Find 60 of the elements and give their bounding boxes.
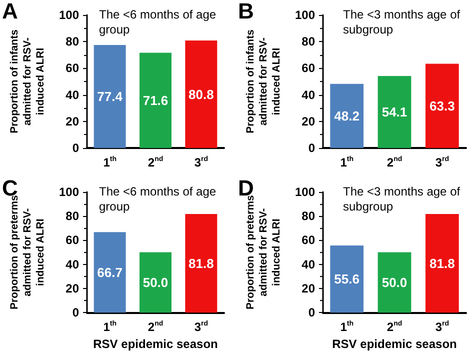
y-tick-label: 60 bbox=[66, 61, 80, 76]
bar bbox=[330, 84, 364, 148]
y-axis-title: Proportion of infants admitted for RSV-induced ALRI bbox=[244, 29, 282, 134]
y-tick-label: 40 bbox=[66, 88, 80, 102]
y-tick-label: 100 bbox=[58, 8, 80, 22]
y-tick-label: 60 bbox=[302, 233, 316, 248]
y-tick-label: 80 bbox=[302, 34, 316, 49]
chart-title: The <6 months of age group bbox=[99, 8, 216, 36]
data-label: 81.8 bbox=[188, 256, 214, 271]
data-label: 63.3 bbox=[430, 98, 455, 114]
data-label: 55.6 bbox=[334, 272, 360, 287]
data-label: 71.6 bbox=[142, 92, 168, 108]
x-axis-title: RSV epidemic season bbox=[332, 337, 457, 351]
y-tick-label: 20 bbox=[66, 114, 80, 128]
y-axis-title: Proportion of preterms admitted for RSV-induced ALRI bbox=[8, 194, 46, 310]
bar bbox=[140, 52, 172, 148]
y-tick-label: 100 bbox=[294, 185, 316, 199]
chart-title: The <6 months of age group bbox=[99, 184, 216, 214]
y-tick-label: 80 bbox=[66, 34, 80, 49]
bar bbox=[94, 232, 126, 313]
y-tick-label: 0 bbox=[72, 306, 80, 320]
data-label: 50.0 bbox=[382, 274, 408, 290]
y-axis-title: Proportion of preterms admitted for RSV-induced ALRI bbox=[244, 194, 282, 310]
y-tick-label: 0 bbox=[308, 141, 316, 155]
text: B bbox=[238, 0, 254, 24]
y-tick-label: 40 bbox=[302, 257, 316, 272]
bar bbox=[330, 246, 364, 313]
y-tick-label: 20 bbox=[302, 114, 316, 128]
bar bbox=[425, 64, 459, 148]
y-tick-label: 60 bbox=[66, 233, 80, 248]
data-label: 77.4 bbox=[97, 89, 124, 104]
data-label: 66.7 bbox=[97, 264, 122, 280]
bar bbox=[185, 40, 218, 148]
data-label: 80.8 bbox=[188, 86, 214, 102]
text: A bbox=[2, 0, 18, 24]
y-tick-label: 40 bbox=[66, 257, 80, 272]
y-tick-label: 100 bbox=[58, 185, 80, 199]
y-axis-title: Proportion of infants admitted for RSV-induced ALRI bbox=[8, 29, 46, 134]
y-tick-label: 80 bbox=[66, 209, 80, 224]
chart-title: The <3 months age of subgroup bbox=[343, 184, 461, 214]
bar bbox=[185, 214, 218, 313]
y-tick-label: 0 bbox=[308, 306, 316, 320]
y-tick-label: 20 bbox=[302, 281, 316, 296]
data-label: 54.1 bbox=[382, 104, 408, 120]
bar bbox=[140, 252, 172, 313]
bar bbox=[425, 214, 459, 313]
bar bbox=[378, 76, 412, 148]
data-label: 81.8 bbox=[430, 256, 455, 271]
y-tick-label: 0 bbox=[72, 141, 80, 155]
y-tick-label: 40 bbox=[302, 88, 316, 102]
y-tick-label: 80 bbox=[302, 209, 316, 224]
chart-title: The <3 months age of subgroup bbox=[343, 8, 461, 36]
bar bbox=[94, 45, 126, 148]
y-tick-label: 20 bbox=[66, 281, 80, 296]
data-label: 50.0 bbox=[142, 274, 168, 290]
data-label: 48.2 bbox=[334, 108, 360, 124]
y-tick-label: 100 bbox=[294, 8, 316, 22]
y-tick-label: 60 bbox=[302, 61, 316, 76]
x-axis-title: RSV epidemic season bbox=[93, 337, 218, 351]
bar bbox=[378, 252, 412, 313]
